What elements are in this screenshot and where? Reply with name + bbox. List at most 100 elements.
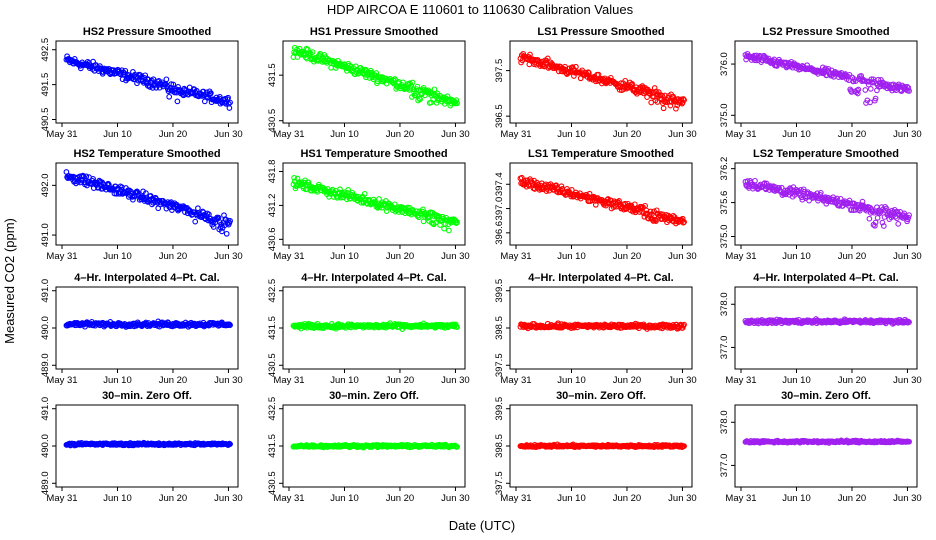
y-tick-label: 491.0 [40,223,51,247]
data-point [571,73,577,79]
x-tick-label: May 31 [500,251,531,262]
y-tick-label: 431.2 [267,194,278,218]
data-point [170,81,177,88]
y-tick-label: 490.0 [40,434,51,458]
y-tick-label: 491.0 [40,397,51,421]
panel: LS2 Temperature Smoothed May 31 Jun 10 Jun … [719,148,922,262]
data-points [290,441,460,451]
x-tick-label: Jun 30 [893,129,922,140]
data-point [219,228,225,235]
x-tick-label: Jun 30 [214,375,243,386]
data-point [875,76,882,83]
data-point [606,200,613,207]
x-tick-label: Jun 20 [386,129,415,140]
plot-frame [734,162,918,246]
data-point [97,63,103,69]
y-tick-label: 430.5 [267,109,278,133]
panel-title: 30–min. Zero Off. [556,390,646,402]
data-point [660,105,667,112]
x-tick-label: Jun 20 [159,129,188,140]
data-point [166,93,173,100]
panel: 30–min. Zero Off. May 31 Jun 10 Jun 20 Jun 3… [719,390,922,504]
data-point [430,220,436,227]
data-point [862,87,869,93]
data-point [681,219,687,225]
data-point [170,201,177,208]
y-tick-label: 430.6 [267,227,278,251]
panel-title: HS1 Temperature Smoothed [300,148,447,160]
data-point [800,186,807,193]
data-points [290,320,460,332]
data-point [859,198,866,205]
data-point [855,86,862,93]
y-tick-label: 375.6 [719,191,730,215]
data-point [659,92,666,99]
x-tick-label: Jun 20 [838,129,867,140]
x-tick-label: Jun 10 [330,251,359,262]
plot-frame [509,40,693,124]
x-tick-label: Jun 20 [613,251,642,262]
data-point [192,218,199,225]
panel-title: 30–min. Zero Off. [102,390,192,402]
y-tick-label: 492.0 [40,173,51,197]
y-tick-label: 489.0 [40,471,51,495]
y-tick-label: 399.5 [494,397,505,421]
plot-frame [55,162,239,246]
x-tick-label: Jun 30 [214,251,243,262]
panel-title: 30–min. Zero Off. [329,390,419,402]
x-tick-label: May 31 [46,493,77,504]
data-point [895,221,902,227]
x-tick-label: Jun 30 [441,375,470,386]
data-point [680,219,687,226]
data-point [227,322,233,328]
data-point [846,197,853,204]
data-point [869,208,876,215]
y-tick-label: 397.5 [494,353,505,377]
x-tick-label: Jun 30 [441,251,470,262]
y-tick-label: 397.5 [494,471,505,495]
data-point [905,214,912,221]
y-tick-label: 399.5 [494,279,505,303]
panel-title: HS2 Pressure Smoothed [83,26,211,38]
y-tick-label: 432.5 [267,397,278,421]
data-point [837,195,844,202]
data-point [874,215,881,221]
data-points [742,316,912,327]
y-tick-label: 430.5 [267,471,278,495]
data-point [409,79,416,86]
panel: 4–Hr. Interpolated 4–Pt. Cal. May 31 Jun 1… [494,272,697,386]
x-tick-label: Jun 30 [893,493,922,504]
data-point [454,443,460,450]
data-point [872,95,879,102]
x-tick-label: Jun 30 [668,375,697,386]
data-point [420,218,427,225]
data-point [453,97,460,103]
x-tick-label: Jun 20 [159,493,188,504]
data-points [63,53,233,111]
data-point [309,49,316,55]
plot-frame [734,286,918,370]
data-point [225,94,231,101]
data-point [80,173,87,180]
data-point [199,208,206,215]
data-point [629,81,635,87]
y-tick-label: 397.5 [494,59,505,83]
data-point [195,205,201,212]
panel: LS2 Pressure Smoothed May 31 Jun 10 Jun 20 J… [719,26,922,140]
data-point [651,85,658,91]
x-tick-label: Jun 20 [838,251,867,262]
x-tick-label: Jun 30 [893,251,922,262]
panel-title: LS2 Pressure Smoothed [762,26,889,38]
x-tick-label: May 31 [273,493,304,504]
y-tick-label: 431.5 [267,63,278,87]
x-tick-label: Jun 10 [103,493,132,504]
data-point [226,105,233,111]
data-point [866,215,873,222]
data-point [127,188,134,195]
y-tick-label: 490.0 [40,316,51,340]
data-point [654,99,661,105]
x-tick-label: Jun 30 [668,493,697,504]
y-tick-label: 375.0 [719,225,730,249]
x-tick-label: May 31 [46,251,77,262]
figure-title: HDP AIRCOA E 110601 to 110630 Calibratio… [327,2,634,17]
